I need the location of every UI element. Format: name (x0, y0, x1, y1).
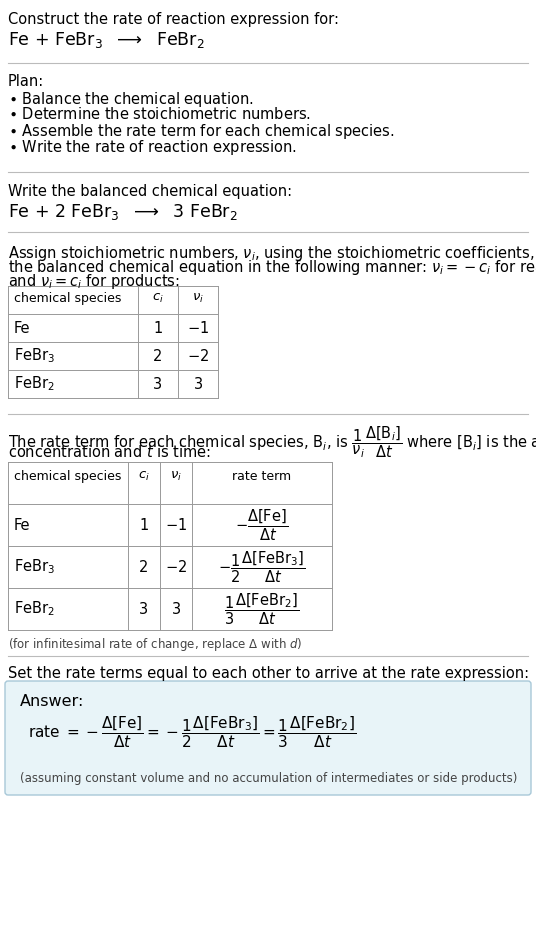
Text: $3$: $3$ (193, 376, 203, 392)
Text: Fe: Fe (14, 320, 31, 336)
Text: concentration and $t$ is time:: concentration and $t$ is time: (8, 444, 211, 460)
Text: $-1$: $-1$ (187, 320, 209, 336)
Text: $\nu_i$: $\nu_i$ (170, 470, 182, 483)
Text: FeBr$_2$: FeBr$_2$ (14, 600, 55, 618)
Text: chemical species: chemical species (14, 292, 121, 305)
Text: 3: 3 (153, 376, 162, 392)
Text: $-2$: $-2$ (165, 559, 187, 575)
Text: Construct the rate of reaction expression for:: Construct the rate of reaction expressio… (8, 12, 339, 27)
Text: $3$: $3$ (171, 601, 181, 617)
Text: Fe: Fe (14, 518, 31, 533)
Text: Assign stoichiometric numbers, $\nu_i$, using the stoichiometric coefficients, $: Assign stoichiometric numbers, $\nu_i$, … (8, 244, 536, 263)
Text: FeBr$_2$: FeBr$_2$ (14, 374, 55, 393)
Text: The rate term for each chemical species, B$_i$, is $\dfrac{1}{\nu_i}\dfrac{\Delt: The rate term for each chemical species,… (8, 424, 536, 460)
Text: Fe + FeBr$_3$  $\longrightarrow$  FeBr$_2$: Fe + FeBr$_3$ $\longrightarrow$ FeBr$_2$ (8, 30, 205, 50)
Text: chemical species: chemical species (14, 470, 121, 483)
Text: $-2$: $-2$ (187, 348, 209, 364)
Text: $c_i$: $c_i$ (138, 470, 150, 483)
Text: rate $= -\dfrac{\Delta[\mathrm{Fe}]}{\Delta t} = -\dfrac{1}{2}\dfrac{\Delta[\mat: rate $= -\dfrac{\Delta[\mathrm{Fe}]}{\De… (28, 714, 356, 750)
Text: $\nu_i$: $\nu_i$ (192, 292, 204, 305)
Text: $\bullet$ Determine the stoichiometric numbers.: $\bullet$ Determine the stoichiometric n… (8, 106, 311, 122)
Text: Write the balanced chemical equation:: Write the balanced chemical equation: (8, 184, 292, 199)
FancyBboxPatch shape (5, 681, 531, 795)
Text: $\bullet$ Balance the chemical equation.: $\bullet$ Balance the chemical equation. (8, 90, 254, 109)
Text: $c_i$: $c_i$ (152, 292, 164, 305)
Text: 2: 2 (139, 559, 148, 574)
Text: FeBr$_3$: FeBr$_3$ (14, 557, 55, 576)
Text: $-\dfrac{1}{2}\dfrac{\Delta[\mathrm{FeBr_3}]}{\Delta t}$: $-\dfrac{1}{2}\dfrac{\Delta[\mathrm{FeBr… (218, 549, 306, 585)
Text: 1: 1 (153, 320, 162, 336)
Text: FeBr$_3$: FeBr$_3$ (14, 347, 55, 365)
Text: $\dfrac{1}{3}\dfrac{\Delta[\mathrm{FeBr_2}]}{\Delta t}$: $\dfrac{1}{3}\dfrac{\Delta[\mathrm{FeBr_… (225, 592, 300, 627)
Text: Answer:: Answer: (20, 694, 84, 709)
Text: the balanced chemical equation in the following manner: $\nu_i = -c_i$ for react: the balanced chemical equation in the fo… (8, 258, 536, 277)
Text: Plan:: Plan: (8, 74, 44, 89)
Text: 1: 1 (139, 518, 148, 533)
Text: $\bullet$ Write the rate of reaction expression.: $\bullet$ Write the rate of reaction exp… (8, 138, 297, 157)
Text: 2: 2 (153, 349, 163, 363)
Text: (assuming constant volume and no accumulation of intermediates or side products): (assuming constant volume and no accumul… (20, 772, 517, 785)
Text: Fe + 2 FeBr$_3$  $\longrightarrow$  3 FeBr$_2$: Fe + 2 FeBr$_3$ $\longrightarrow$ 3 FeBr… (8, 202, 238, 222)
Text: $-\dfrac{\Delta[\mathrm{Fe}]}{\Delta t}$: $-\dfrac{\Delta[\mathrm{Fe}]}{\Delta t}$ (235, 507, 288, 543)
Text: $-1$: $-1$ (165, 517, 187, 533)
Text: $\bullet$ Assemble the rate term for each chemical species.: $\bullet$ Assemble the rate term for eac… (8, 122, 394, 141)
Text: (for infinitesimal rate of change, replace $\Delta$ with $d$): (for infinitesimal rate of change, repla… (8, 636, 302, 653)
Text: Set the rate terms equal to each other to arrive at the rate expression:: Set the rate terms equal to each other t… (8, 666, 529, 681)
Text: 3: 3 (139, 601, 148, 616)
Text: rate term: rate term (233, 470, 292, 483)
Text: and $\nu_i = c_i$ for products:: and $\nu_i = c_i$ for products: (8, 272, 180, 291)
